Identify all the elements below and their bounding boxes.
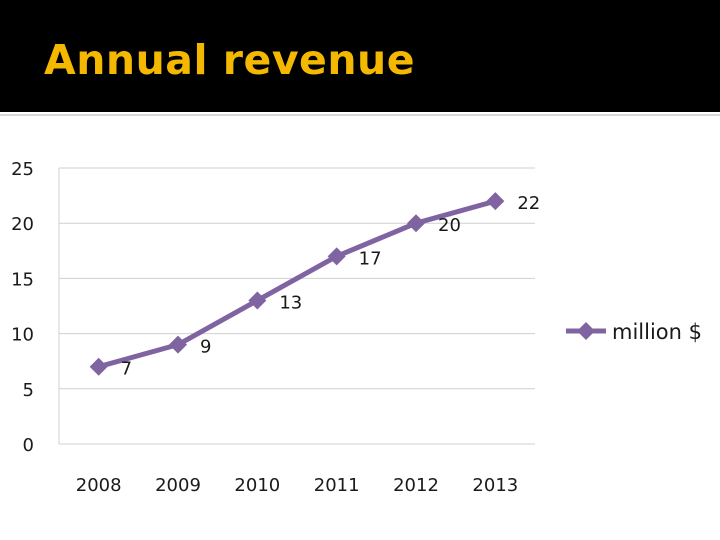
x-tick-label-2009: 2009 <box>155 475 201 496</box>
title-bar: Annual revenue <box>0 0 720 112</box>
x-tick-label-2012: 2012 <box>393 475 439 496</box>
point-marker-2013 <box>486 192 505 211</box>
data-label-2008: 7 <box>121 359 132 380</box>
data-label-2012: 20 <box>438 215 461 236</box>
legend-marker <box>577 322 595 340</box>
x-axis-ticks: 2008 2009 2010 2011 2012 2013 <box>76 475 518 496</box>
y-tick-label-10: 10 <box>11 325 34 346</box>
point-marker-2009 <box>169 335 187 354</box>
series-million <box>89 192 505 376</box>
y-tick-label-25: 25 <box>11 159 34 180</box>
data-label-2010: 13 <box>279 292 302 313</box>
point-marker-2010 <box>248 291 267 310</box>
series-line <box>96 198 498 370</box>
legend: million $ <box>566 320 702 344</box>
point-marker-2011 <box>327 247 346 266</box>
x-tick-label-2011: 2011 <box>314 475 360 496</box>
x-tick-label-2013: 2013 <box>472 475 518 496</box>
y-axis-ticks: 0 5 10 15 20 25 <box>11 159 34 456</box>
legend-label: million $ <box>612 320 702 344</box>
point-marker-2012 <box>407 214 425 233</box>
data-label-2009: 9 <box>200 337 211 358</box>
y-tick-label-0: 0 <box>23 435 34 456</box>
y-tick-label-5: 5 <box>23 380 34 401</box>
x-tick-label-2010: 2010 <box>234 475 280 496</box>
slide-title: Annual revenue <box>44 36 416 84</box>
data-label-2011: 17 <box>359 248 382 269</box>
title-divider <box>0 114 720 116</box>
point-marker-2008 <box>89 357 108 376</box>
data-label-2013: 22 <box>517 193 540 214</box>
y-tick-label-15: 15 <box>11 269 34 290</box>
y-tick-label-20: 20 <box>11 214 34 235</box>
x-tick-label-2008: 2008 <box>76 475 122 496</box>
data-labels: 7 9 13 17 20 22 <box>121 193 541 380</box>
